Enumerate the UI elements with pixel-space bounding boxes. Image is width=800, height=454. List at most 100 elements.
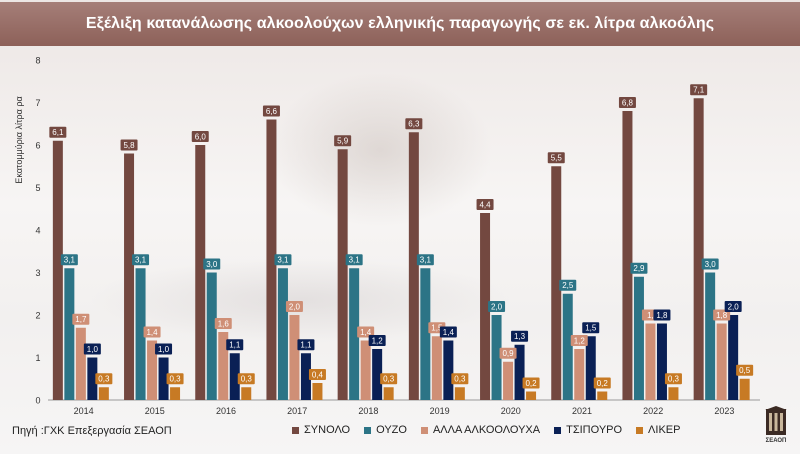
bar (739, 378, 750, 400)
data-label-box (416, 254, 434, 266)
legend-swatch (364, 426, 372, 434)
data-label: 6,3 (408, 120, 420, 129)
y-tick-label: 8 (35, 56, 40, 66)
chart-title: Εξέλιξη κατανάλωσης αλκοολούχων ελληνική… (85, 15, 715, 32)
bar (87, 357, 98, 400)
data-label-box (132, 254, 150, 266)
data-label: 6,0 (195, 132, 207, 141)
bar (480, 213, 491, 400)
bar (206, 272, 217, 400)
data-label: 0,4 (312, 370, 324, 379)
data-label: 0,3 (241, 375, 253, 384)
seaop-logo: ΣΕΑΟΠ (763, 406, 789, 450)
legend-swatch (420, 426, 428, 434)
data-label-box (308, 369, 326, 380)
data-label: 4,4 (479, 200, 491, 209)
bar (241, 387, 252, 400)
y-tick-label: 3 (35, 268, 40, 278)
data-label-box (297, 339, 315, 351)
legend-swatch (292, 426, 299, 434)
bar (75, 327, 86, 400)
data-label: 3,1 (64, 256, 76, 265)
data-label: 5,9 (337, 137, 349, 146)
data-label-box (451, 373, 469, 385)
legend-label: ΤΣΙΠΟΥΡΟ (566, 424, 623, 436)
y-axis-title: Εκατομμύρια λίτρα ρα (14, 96, 24, 183)
data-label: 2,5 (562, 281, 574, 290)
data-label-box (522, 377, 540, 389)
legend-item: ΑΛΛΑ ΑΛΚΟΟΛΟΥΧΑ (420, 424, 541, 436)
legend-label: ΣΥΝΟΛΟ (304, 424, 351, 436)
data-label: 5,8 (123, 141, 135, 150)
data-label-box (120, 139, 138, 151)
data-label-box (143, 326, 161, 338)
chart-bars (52, 98, 750, 400)
bar (503, 361, 514, 400)
bar (229, 353, 240, 400)
data-label-box (72, 313, 90, 325)
bar (372, 349, 383, 400)
data-label-box (262, 105, 280, 117)
x-tick-label: 2018 (358, 406, 378, 416)
data-label-box (701, 258, 719, 270)
x-tick-label: 2016 (216, 406, 236, 416)
data-label-box (345, 254, 363, 266)
data-label-box (49, 126, 67, 138)
data-label-box (226, 339, 244, 351)
data-label: 1,0 (87, 345, 99, 354)
data-label: 3,1 (135, 256, 147, 265)
bar (312, 383, 323, 400)
data-label-box (334, 135, 352, 147)
bar (289, 315, 300, 400)
data-label: 0,9 (502, 349, 514, 358)
bar (526, 391, 537, 400)
data-label-box (664, 373, 682, 385)
y-tick-label: 1 (35, 353, 40, 363)
data-label-box (488, 301, 506, 312)
data-label: 0,5 (739, 366, 751, 375)
bar (64, 268, 75, 400)
data-label-box (166, 373, 184, 385)
data-label: 0,3 (668, 375, 680, 384)
legend-label: ΛΙΚΕΡ (648, 424, 681, 436)
data-label-box (690, 84, 708, 96)
legend-label: ΑΛΛΑ ΑΛΚΟΟΛΟΥΧΑ (432, 424, 541, 436)
data-label-box (368, 335, 386, 346)
bar (360, 340, 371, 400)
y-tick-label: 7 (35, 98, 40, 108)
data-label: 1,7 (75, 315, 87, 324)
data-label-box (724, 301, 742, 312)
data-label: 0,2 (525, 379, 537, 388)
data-label-box (191, 131, 209, 142)
data-label-box (582, 322, 600, 334)
data-label: 3,0 (206, 260, 218, 269)
data-label-box (274, 254, 292, 266)
x-tick-label: 2019 (430, 406, 450, 416)
data-label-box (439, 326, 457, 338)
building-emblem-icon (765, 406, 787, 435)
bar (300, 353, 311, 400)
data-label: 0,3 (383, 375, 395, 384)
bar (124, 153, 135, 400)
data-label: 6,6 (266, 107, 278, 116)
data-label: 2,0 (289, 302, 301, 311)
data-label: 1,6 (218, 319, 230, 328)
y-tick-label: 5 (35, 183, 40, 193)
y-tick-label: 2 (35, 311, 40, 321)
data-label: 3,0 (705, 260, 717, 269)
bar (408, 132, 419, 400)
bar (431, 336, 442, 400)
data-label-box (559, 279, 577, 291)
data-label-box (203, 258, 221, 270)
bar (705, 272, 716, 400)
data-label: 1,5 (585, 324, 597, 333)
data-label: 1,3 (514, 332, 526, 341)
x-tick-label: 2014 (74, 406, 94, 416)
bar (170, 387, 181, 400)
data-label: 0,3 (454, 375, 466, 384)
bar (574, 349, 585, 400)
data-label: 2,9 (633, 264, 645, 273)
data-label: 3,1 (277, 256, 289, 265)
data-label-box (713, 309, 731, 321)
